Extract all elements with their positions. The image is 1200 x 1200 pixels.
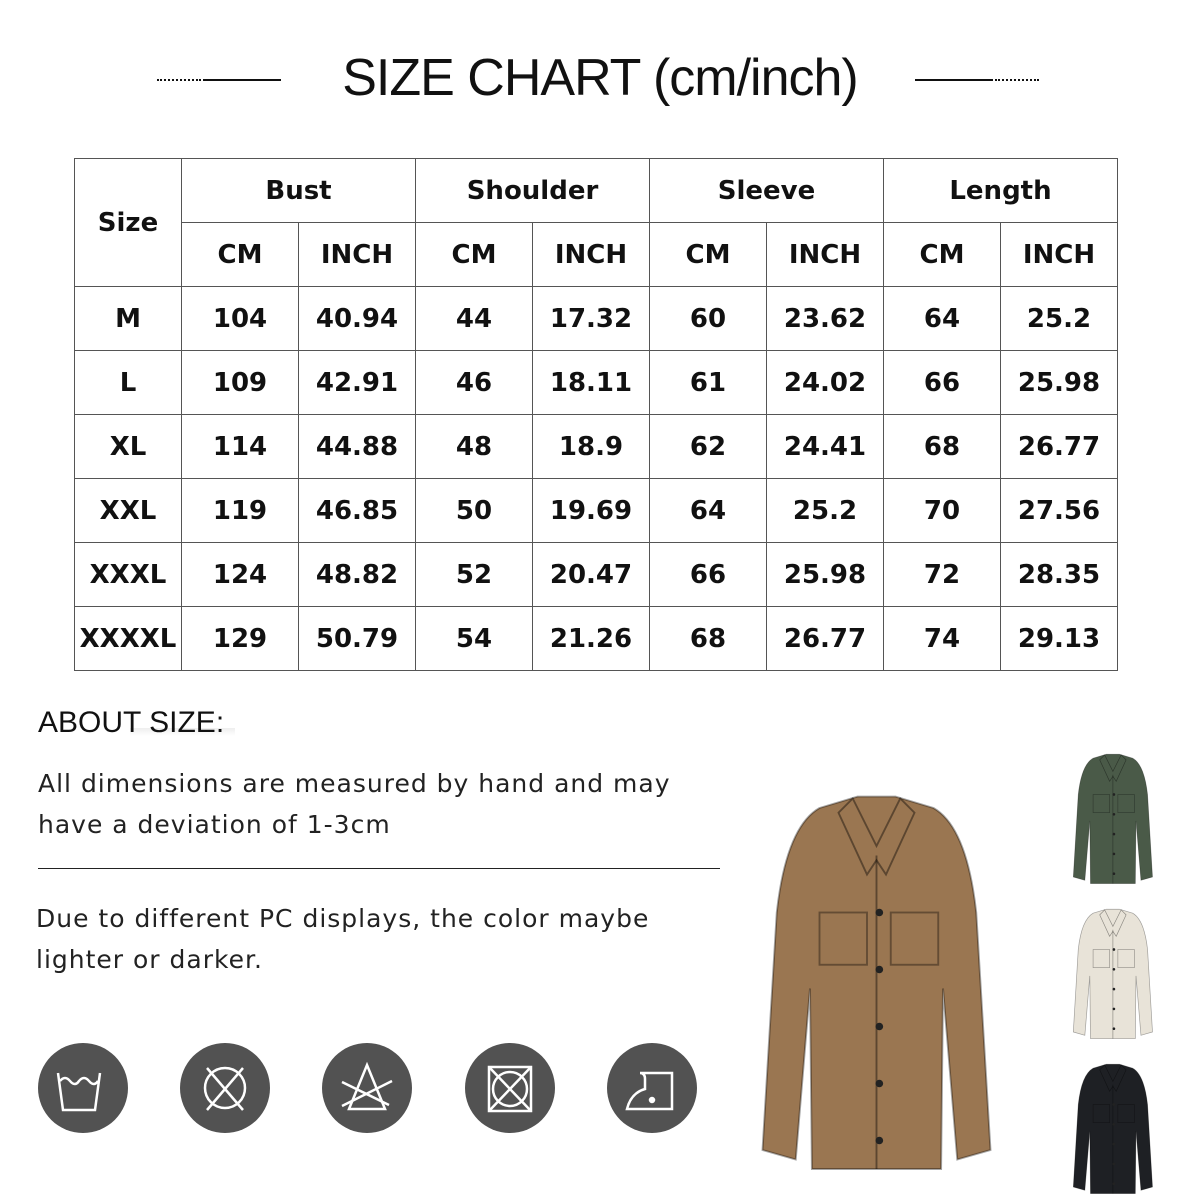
jacket-black-thumbnail xyxy=(1072,1063,1153,1194)
unit-header: CM xyxy=(649,222,767,287)
do-not-tumble-dry-icon xyxy=(465,1043,555,1133)
do-not-dry-clean-icon xyxy=(180,1043,270,1133)
measurement-cell: 70 xyxy=(883,478,1001,543)
measurement-cell: 50 xyxy=(415,478,533,543)
table-row: L 109 42.91 46 18.11 61 24.02 66 25.98 xyxy=(74,350,1118,415)
measurement-cell: 109 xyxy=(181,350,299,415)
color-note: Due to different PC displays, the color … xyxy=(36,904,650,974)
size-label: XXL xyxy=(74,478,182,543)
group-header: Shoulder xyxy=(415,158,650,223)
measurement-cell: 17.32 xyxy=(532,286,650,351)
unit-header: INCH xyxy=(1000,222,1118,287)
measurement-cell: 62 xyxy=(649,414,767,479)
unit-header: INCH xyxy=(532,222,650,287)
table-row: XXXL 124 48.82 52 20.47 66 25.98 72 28.35 xyxy=(74,542,1118,607)
measurement-cell: 24.02 xyxy=(766,350,884,415)
size-header: Size xyxy=(74,158,182,287)
title-deco-line-right xyxy=(915,79,993,81)
measurement-cell: 29.13 xyxy=(1000,606,1118,671)
jacket-green-thumbnail xyxy=(1072,753,1153,884)
measurement-cell: 18.11 xyxy=(532,350,650,415)
measurement-cell: 64 xyxy=(883,286,1001,351)
heading-underline-shadow xyxy=(130,728,235,736)
measurement-cell: 114 xyxy=(181,414,299,479)
measurement-cell: 21.26 xyxy=(532,606,650,671)
about-size-heading: ABOUT SIZE: xyxy=(38,706,225,739)
title-deco-dots-left xyxy=(157,79,201,81)
divider xyxy=(38,868,720,869)
measurement-cell: 64 xyxy=(649,478,767,543)
measurement-cell: 68 xyxy=(649,606,767,671)
measurement-cell: 66 xyxy=(649,542,767,607)
measurement-cell: 25.98 xyxy=(766,542,884,607)
size-label: L xyxy=(74,350,182,415)
measurement-cell: 28.35 xyxy=(1000,542,1118,607)
size-label: XXXXL xyxy=(74,606,182,671)
measurement-cell: 26.77 xyxy=(1000,414,1118,479)
measurement-cell: 48 xyxy=(415,414,533,479)
table-row: XXL 119 46.85 50 19.69 64 25.2 70 27.56 xyxy=(74,478,1118,543)
measurement-cell: 25.2 xyxy=(1000,286,1118,351)
group-header: Length xyxy=(883,158,1118,223)
group-header: Bust xyxy=(181,158,416,223)
unit-header: CM xyxy=(181,222,299,287)
measurement-cell: 20.47 xyxy=(532,542,650,607)
title-deco-dots-right xyxy=(995,79,1039,81)
jacket-cream-thumbnail xyxy=(1072,908,1153,1039)
product-images xyxy=(761,753,1153,1194)
table-row: M 104 40.94 44 17.32 60 23.62 64 25.2 xyxy=(74,286,1118,351)
size-label: XL xyxy=(74,414,182,479)
jacket-main-image xyxy=(761,795,992,1170)
measurement-cell: 72 xyxy=(883,542,1001,607)
measurement-cell: 40.94 xyxy=(298,286,416,351)
iron-low-icon xyxy=(607,1043,697,1133)
measurement-cell: 18.9 xyxy=(532,414,650,479)
measurement-cell: 19.69 xyxy=(532,478,650,543)
measurement-cell: 66 xyxy=(883,350,1001,415)
measurement-cell: 42.91 xyxy=(298,350,416,415)
measurement-cell: 52 xyxy=(415,542,533,607)
measurement-cell: 68 xyxy=(883,414,1001,479)
size-label: M xyxy=(74,286,182,351)
do-not-bleach-icon xyxy=(322,1043,412,1133)
measurement-cell: 48.82 xyxy=(298,542,416,607)
measurement-cell: 46.85 xyxy=(298,478,416,543)
measurement-cell: 104 xyxy=(181,286,299,351)
unit-header: CM xyxy=(415,222,533,287)
unit-header: INCH xyxy=(298,222,416,287)
measurement-cell: 74 xyxy=(883,606,1001,671)
table-row: XL 114 44.88 48 18.9 62 24.41 68 26.77 xyxy=(74,414,1118,479)
page-title: SIZE CHART (cm/inch) xyxy=(342,49,859,107)
measurement-cell: 27.56 xyxy=(1000,478,1118,543)
measurement-cell: 44.88 xyxy=(298,414,416,479)
measurement-cell: 54 xyxy=(415,606,533,671)
measurement-cell: 50.79 xyxy=(298,606,416,671)
table-row: XXXXL 129 50.79 54 21.26 68 26.77 74 29.13 xyxy=(74,606,1118,671)
size-table: Size Bust Shoulder Sleeve Length CM INCH C… xyxy=(74,158,1118,671)
hand-wash-icon xyxy=(38,1043,128,1133)
unit-header: INCH xyxy=(766,222,884,287)
measurement-cell: 129 xyxy=(181,606,299,671)
measurement-cell: 25.98 xyxy=(1000,350,1118,415)
measurement-cell: 124 xyxy=(181,542,299,607)
measurement-cell: 26.77 xyxy=(766,606,884,671)
title-deco-line-left xyxy=(203,79,281,81)
group-header: Sleeve xyxy=(649,158,884,223)
measurement-cell: 24.41 xyxy=(766,414,884,479)
measurement-cell: 25.2 xyxy=(766,478,884,543)
table-unit-row: CM INCH CM INCH CM INCH CM INCH xyxy=(75,222,1118,287)
measurement-cell: 46 xyxy=(415,350,533,415)
table-header-row: Size Bust Shoulder Sleeve Length xyxy=(74,158,1118,287)
measurement-cell: 60 xyxy=(649,286,767,351)
measurement-note: All dimensions are measured by hand and … xyxy=(38,769,671,839)
size-label: XXXL xyxy=(74,542,182,607)
measurement-cell: 61 xyxy=(649,350,767,415)
measurement-cell: 23.62 xyxy=(766,286,884,351)
measurement-cell: 44 xyxy=(415,286,533,351)
unit-header: CM xyxy=(883,222,1001,287)
measurement-cell: 119 xyxy=(181,478,299,543)
